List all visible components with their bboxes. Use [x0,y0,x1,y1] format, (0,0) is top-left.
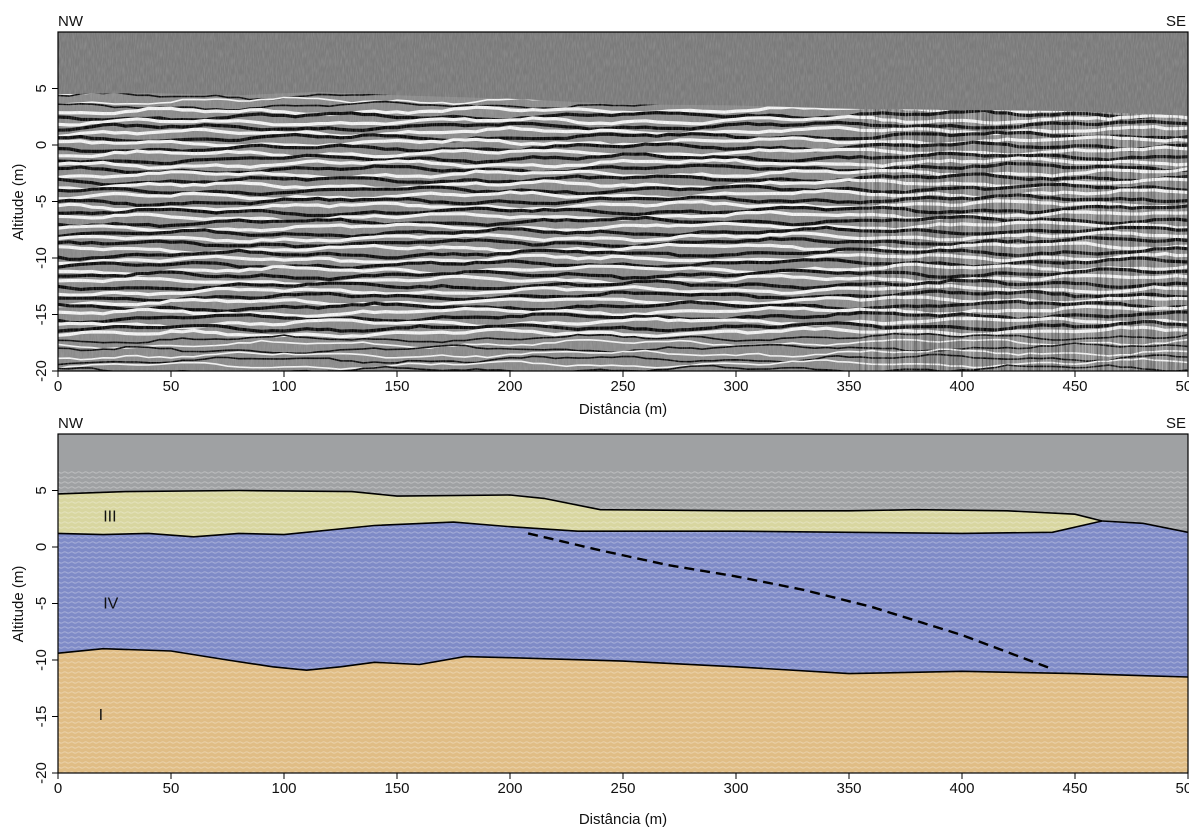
top-x-tick-label: 450 [1062,378,1087,395]
top-y-tick-label: 0 [33,141,50,149]
bottom-x-tick-label: 200 [497,780,522,797]
bottom-x-tick-label: 0 [54,780,62,797]
top-x-tick-label: 500 [1175,378,1189,395]
bottom-x-tick-label: 400 [949,780,974,797]
bottom-x-axis-label: Distância (m) [579,811,667,828]
bottom-y-axis-label: Altitude (m) [10,566,27,643]
bottom-x-tick-label: 350 [836,780,861,797]
bottom-x-tick-label: 500 [1175,780,1189,797]
top-y-tick-label: -10 [33,247,50,269]
bottom-x-tick-label: 450 [1062,780,1087,797]
bottom-y-tick-label: 5 [33,486,50,494]
top-grain-texture [58,32,1188,371]
bottom-y-tick-label: 0 [33,543,50,551]
bottom-y-tick-label: -15 [33,706,50,728]
top-y-tick-label: 5 [33,84,50,92]
unit-label-III: III [103,508,116,525]
bottom-corner-left: NW [58,415,84,432]
top-x-tick-label: 150 [384,378,409,395]
bottom-x-tick-label: 150 [384,780,409,797]
top-x-axis-label: Distância (m) [579,401,667,418]
top-x-tick-label: 100 [271,378,296,395]
top-y-axis: 5 0 -5 -10 -15 -20 [33,84,58,382]
top-panel: NW SE 050100150200250300350400450500 50-… [10,13,1189,418]
bottom-x-tick-label: 250 [610,780,635,797]
top-y-axis-label: Altitude (m) [10,164,27,241]
bottom-y-axis: 5 0 -5 -10 -15 -20 [33,486,58,784]
top-y-tick-label: -20 [33,360,50,382]
top-x-tick-label: 300 [723,378,748,395]
top-x-tick-label: 350 [836,378,861,395]
top-corner-right: SE [1166,13,1186,30]
unit-label-I: I [99,707,103,724]
bottom-y-tick-label: -10 [33,649,50,671]
top-x-tick-label: 250 [610,378,635,395]
top-y-tick-label: -15 [33,304,50,326]
top-x-tick-label: 200 [497,378,522,395]
bottom-reflection-texture [58,470,1188,773]
boundary-base-unit-IV [58,647,1188,678]
top-y-tick-label: -5 [33,195,50,208]
bottom-x-tick-label: 50 [163,780,180,797]
top-x-tick-label: 400 [949,378,974,395]
top-x-axis: 0 50 100 150 200 250 300 350 400 450 500 [54,371,1189,395]
bottom-x-tick-label: 100 [271,780,296,797]
boundary-top-unit-IV [1102,520,1188,534]
top-x-tick-label: 0 [54,378,62,395]
unit-labels: III IV I [99,508,119,724]
boundary-top-unit-III [58,489,1103,522]
boundary-base-unit-III [58,520,1103,538]
bottom-x-tick-label: 300 [723,780,748,797]
internal-dashed-reflector [527,532,1053,671]
top-corner-left: NW [58,13,84,30]
bottom-y-tick-label: -20 [33,762,50,784]
bottom-x-axis: 0 50 100 150 200 250 300 350 400 450 500 [54,773,1189,797]
unit-label-IV: IV [103,595,118,612]
top-x-tick-label: 50 [163,378,180,395]
bottom-corner-right: SE [1166,415,1186,432]
bottom-y-tick-label: -5 [33,597,50,610]
